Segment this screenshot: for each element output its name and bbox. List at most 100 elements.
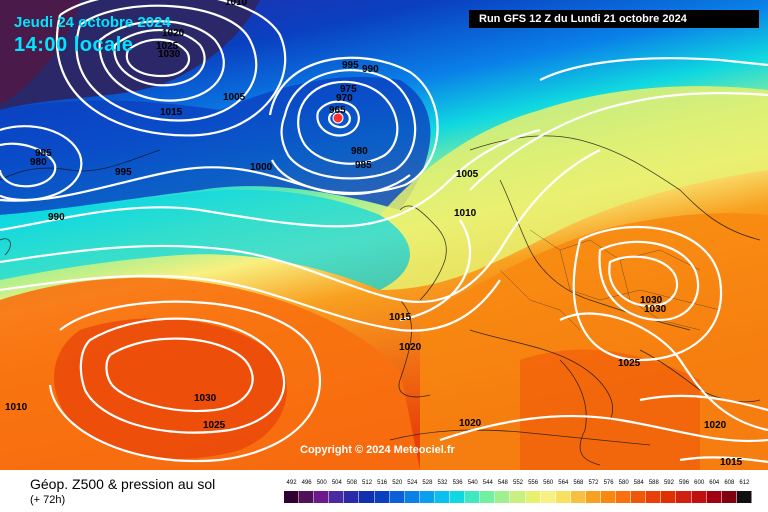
scale-label: 544 xyxy=(482,480,493,486)
scale-swatch xyxy=(631,491,647,503)
scale-swatch xyxy=(736,491,752,503)
scale-label: 504 xyxy=(331,480,342,486)
scale-swatch xyxy=(389,491,405,503)
legend-subtitle: (+ 72h) xyxy=(30,494,66,506)
scale-label: 556 xyxy=(528,480,539,486)
isobar-label: 1010 xyxy=(225,0,248,8)
scale-swatch xyxy=(661,491,677,503)
isobar-label: 980 xyxy=(30,157,47,168)
low-pressure-marker xyxy=(332,112,344,124)
scale-swatch xyxy=(646,491,662,503)
scale-swatch xyxy=(721,491,737,503)
scale-label: 580 xyxy=(618,480,629,486)
scale-swatch xyxy=(359,491,375,503)
scale-label: 508 xyxy=(346,480,357,486)
isobar-label: 1025 xyxy=(203,420,226,431)
isobar-label: 1020 xyxy=(399,342,422,353)
isobar-label: 1015 xyxy=(389,312,412,323)
scale-label: 572 xyxy=(588,480,599,486)
scale-swatch xyxy=(404,491,420,503)
isobar-label: 1015 xyxy=(160,107,183,118)
scale-label: 560 xyxy=(543,480,554,486)
scale-label: 492 xyxy=(286,480,297,486)
copyright-text: Copyright © 2024 Meteociel.fr xyxy=(300,444,455,456)
scale-label: 576 xyxy=(603,480,614,486)
isobars xyxy=(0,0,768,462)
isobar-label: 970 xyxy=(336,93,353,104)
isobar-label: 980 xyxy=(351,146,368,157)
scale-label: 520 xyxy=(392,480,403,486)
isobar-label: 1020 xyxy=(704,420,727,431)
ridge-band-yellow xyxy=(380,86,768,290)
scale-label: 516 xyxy=(377,480,388,486)
cold-pool-core xyxy=(0,0,80,105)
isobar-label: 1030 xyxy=(644,304,667,315)
isobar-label: 1000 xyxy=(250,162,273,173)
scale-label: 600 xyxy=(694,480,705,486)
scale-label: 588 xyxy=(648,480,659,486)
isobar-label: 1020 xyxy=(162,28,185,39)
isobar-label: 990 xyxy=(362,64,379,75)
isobar-label: 965 xyxy=(329,105,346,116)
scale-swatch xyxy=(600,491,617,503)
scale-swatch xyxy=(314,491,330,503)
scale-label: 536 xyxy=(452,480,463,486)
isobar-label: 1010 xyxy=(454,208,477,219)
scale-swatch xyxy=(434,491,451,503)
scale-swatch xyxy=(299,491,315,503)
isobar-label: 975 xyxy=(340,84,357,95)
run-info-banner: Run GFS 12 Z du Lundi 21 octobre 2024 xyxy=(469,10,759,28)
scale-label: 568 xyxy=(573,480,584,486)
scale-label: 552 xyxy=(512,480,523,486)
scale-swatch xyxy=(525,491,541,503)
isobar-label: 985 xyxy=(355,160,372,171)
isobar-label: 990 xyxy=(48,212,65,223)
scale-label: 584 xyxy=(633,480,644,486)
scale-label: 604 xyxy=(709,480,720,486)
scale-swatch xyxy=(284,491,300,503)
scale-label: 548 xyxy=(497,480,508,486)
scale-label: 512 xyxy=(362,480,373,486)
jet-band-cyan xyxy=(0,189,410,290)
scale-label: 596 xyxy=(679,480,690,486)
scale-swatch xyxy=(676,491,692,503)
scale-label: 500 xyxy=(316,480,327,486)
isobar-label: 1010 xyxy=(5,402,28,413)
legend-title: Géop. Z500 & pression au sol xyxy=(30,476,216,492)
isobar-label: 1025 xyxy=(618,358,641,369)
isobar-label: 985 xyxy=(35,148,52,159)
isobar-label: 1030 xyxy=(640,295,663,306)
scale-label: 524 xyxy=(407,480,418,486)
low-trough-band xyxy=(0,76,431,215)
scale-swatch xyxy=(540,491,556,503)
isobar-label: 995 xyxy=(342,60,359,71)
scale-label: 532 xyxy=(437,480,448,486)
isobar-label: 1030 xyxy=(158,49,181,60)
warm-region-mediterranean xyxy=(520,349,700,470)
weather-map: 1010 1020 1025 1030 1005 995 990 970 965… xyxy=(0,0,768,470)
isobar-label: 1025 xyxy=(156,41,179,52)
scale-label: 592 xyxy=(663,480,674,486)
scale-swatch xyxy=(329,491,345,503)
scale-swatch xyxy=(495,491,511,503)
scale-swatch xyxy=(585,491,601,503)
scale-swatch xyxy=(480,491,496,503)
scale-swatch xyxy=(555,491,571,503)
color-scale-labels: 492 496 500 504 508 512 516 520 524 528 532 536 540 5… xyxy=(284,480,752,490)
isobar-label: 1005 xyxy=(456,169,479,180)
scale-swatch xyxy=(691,491,707,503)
scale-swatch xyxy=(374,491,390,503)
scale-swatch xyxy=(570,491,586,503)
isobar-label: 1005 xyxy=(223,92,246,103)
isobar-labels: 1010 1020 1025 1030 1005 995 990 970 965… xyxy=(5,0,743,468)
isobar-label: 995 xyxy=(115,167,132,178)
scale-label: 612 xyxy=(739,480,750,486)
scale-swatch xyxy=(344,491,360,503)
scale-swatch xyxy=(706,491,722,503)
forecast-date-title: Jeudi 24 octobre 2024 xyxy=(14,14,171,31)
color-scale xyxy=(284,491,752,503)
isobar-label: 1020 xyxy=(459,418,482,429)
scale-label: 528 xyxy=(422,480,433,486)
scale-swatch xyxy=(616,491,632,503)
scale-swatch xyxy=(450,491,466,503)
